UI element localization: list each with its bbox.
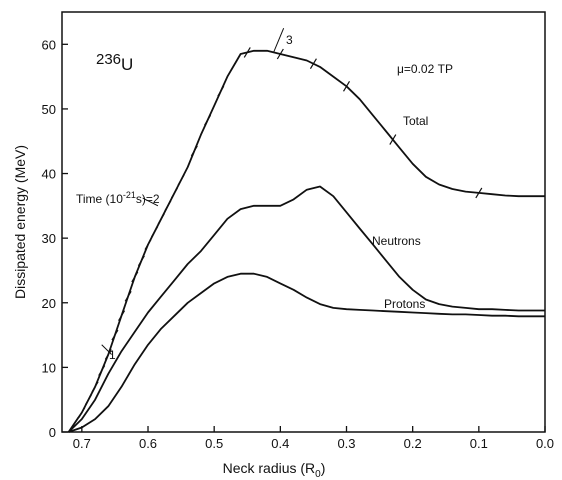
time-tick-mark [131, 271, 139, 283]
mu-label: μ=0.02 TP [397, 62, 453, 76]
time-tick-mark [78, 407, 86, 418]
x-tick-label: 0.3 [337, 436, 355, 451]
y-tick-label: 0 [49, 425, 56, 440]
series-label-total: Total [403, 114, 428, 128]
time-label-exp: -21 [123, 190, 136, 200]
series-label-neutrons: Neutrons [372, 234, 421, 248]
y-tick-label: 60 [42, 37, 56, 52]
y-axis: 0 10 20 30 40 50 60 [42, 37, 68, 440]
time-3-leader [273, 27, 285, 53]
y-tick-label: 50 [42, 102, 56, 117]
x-axis-title: Neck radius (R0) [223, 460, 326, 480]
nucleus-label: 236U [96, 51, 133, 74]
x-tick-label: 0.4 [271, 436, 289, 451]
time-tick-mark [111, 329, 119, 341]
time-tick-mark [389, 134, 397, 145]
time-tick-mark [104, 349, 112, 360]
plot-frame [61, 11, 546, 433]
series-line-protons [68, 272, 545, 433]
y-axis-title: Dissipated energy (MeV) [12, 145, 28, 299]
time-tick-mark [204, 114, 212, 126]
series-line-neutrons [67, 185, 545, 433]
time-tick-mark [84, 394, 92, 406]
time-tick-mark [137, 255, 145, 267]
time-tick-mark [177, 174, 185, 186]
y-tick-label: 30 [42, 231, 56, 246]
time-tick-mark [309, 58, 317, 70]
time-tick-mark [98, 365, 106, 376]
time-tick-mark [230, 59, 238, 71]
time-1-label: 1 [109, 348, 116, 362]
time-tick-mark [157, 213, 165, 225]
y-tick-label: 20 [42, 296, 56, 311]
time-label-rest: s)=2 [136, 192, 160, 206]
time-tick-mark [91, 381, 99, 393]
series-layer [67, 27, 545, 433]
time-2-leader [142, 197, 159, 207]
time-tick-mark [276, 48, 284, 60]
time-tick-mark [164, 200, 172, 212]
time-tick-mark [124, 290, 132, 302]
time-tick-mark [71, 416, 79, 428]
x-tick-label: 0.0 [536, 436, 554, 451]
y-tick-label: 10 [42, 360, 56, 375]
x-axis-title-close: ) [321, 460, 326, 476]
x-axis-title-main: Neck radius (R [223, 460, 316, 476]
x-tick-label: 0.7 [73, 436, 91, 451]
x-tick-label: 0.5 [205, 436, 223, 451]
series-label-protons: Protons [384, 297, 425, 311]
x-axis-title-sub: 0 [315, 469, 321, 480]
nucleus-mass: 236 [96, 51, 121, 68]
series-line-total [67, 49, 545, 433]
x-tick-label: 0.2 [404, 436, 422, 451]
time-3-label: 3 [286, 33, 293, 47]
nucleus-symbol: U [121, 55, 133, 74]
time-tick-mark [190, 145, 198, 157]
time-tick-mark [118, 310, 126, 322]
time-label: Time (10-21s)=2 [76, 190, 160, 206]
time-tick-mark [475, 187, 483, 199]
time-tick-mark [170, 187, 178, 199]
time-tick-mark [144, 239, 152, 250]
time-tick-mark [217, 85, 225, 97]
time-tick-mark [151, 226, 159, 238]
time-label-main: Time (10 [76, 192, 123, 206]
x-tick-label: 0.6 [139, 436, 157, 451]
time-tick-mark [342, 80, 351, 92]
x-axis: 0.7 0.6 0.5 0.4 0.3 0.2 0.1 0.0 [73, 426, 554, 451]
y-tick-label: 40 [42, 167, 56, 182]
time-1-leader [101, 344, 112, 355]
time-tick-mark [243, 47, 251, 58]
x-tick-label: 0.1 [470, 436, 488, 451]
